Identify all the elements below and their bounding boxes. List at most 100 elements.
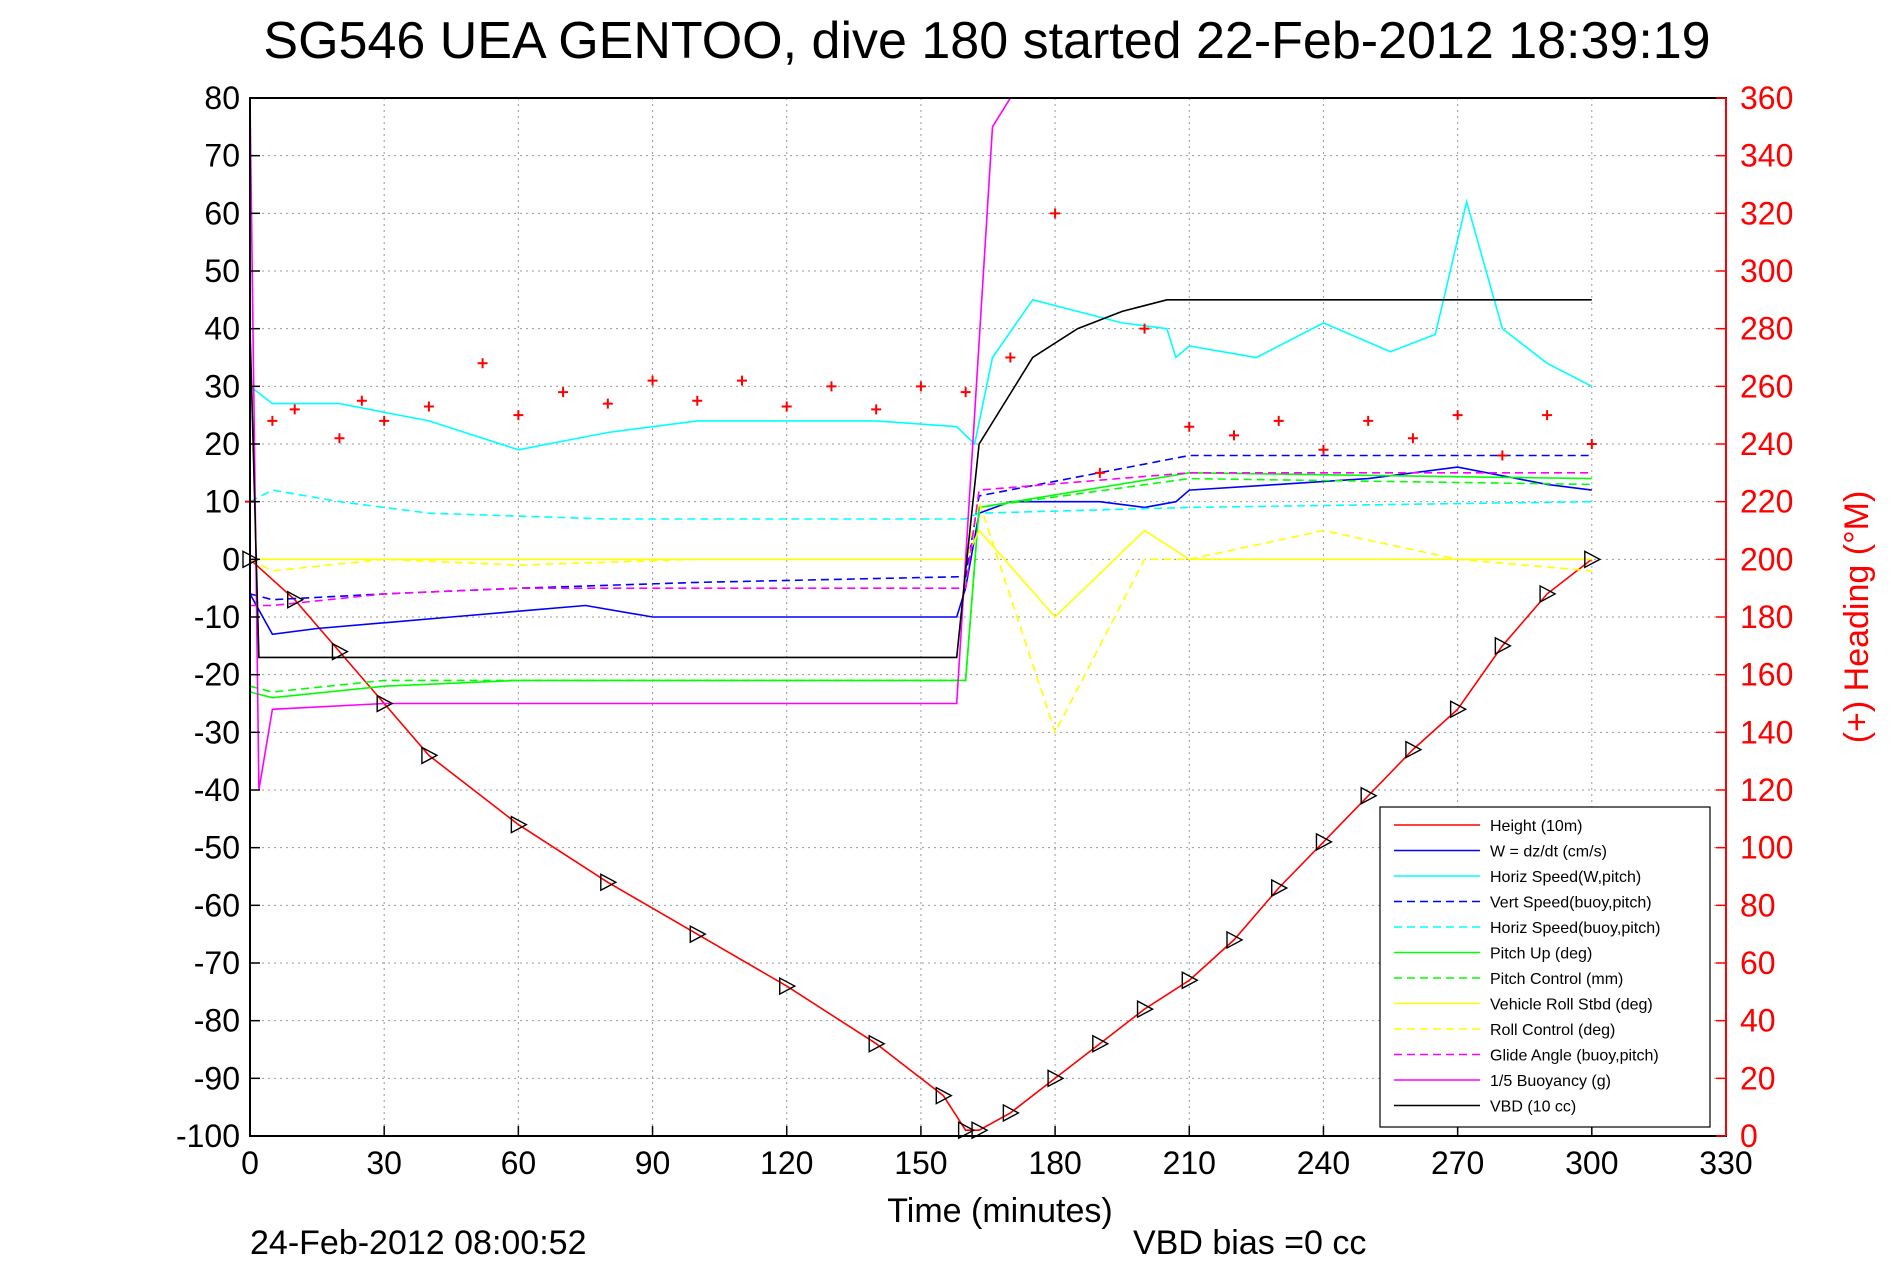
y-right-tick-label: 240 (1740, 426, 1793, 462)
heading-point (826, 381, 837, 392)
series-layer (249, 97, 1593, 1131)
x-tick-label: 120 (760, 1145, 813, 1181)
heading-point (1094, 467, 1105, 478)
x-axis: 0 30 60 90 120 150 180 210 240 270 300 330 (241, 1126, 1753, 1181)
y-tick-label: 70 (204, 138, 240, 174)
x-tick-label: 150 (894, 1145, 947, 1181)
x-tick-label: 90 (635, 1145, 671, 1181)
marker-layer (242, 208, 1602, 1140)
height-marker (689, 925, 707, 944)
y-right-tick-label: 160 (1740, 657, 1793, 693)
legend-label: Horiz Speed(W,pitch) (1490, 869, 1641, 886)
x-tick-label: 180 (1028, 1145, 1081, 1181)
height-marker (868, 1034, 886, 1053)
x-tick-label: 60 (501, 1145, 537, 1181)
x-tick-label: 210 (1163, 1145, 1216, 1181)
heading-point (1139, 323, 1150, 334)
y-right-tick-label: 120 (1740, 772, 1793, 808)
heading-point (289, 404, 300, 415)
x-tick-label: 330 (1699, 1145, 1752, 1181)
height-marker (935, 1086, 953, 1105)
y-tick-label: -10 (194, 599, 240, 635)
height-marker (1136, 999, 1155, 1019)
y-tick-label: -50 (194, 830, 240, 866)
y-tick-label: -70 (194, 945, 240, 981)
y-right-tick-label: 320 (1740, 195, 1793, 231)
footer-vbd-bias: VBD bias =0 cc (1133, 1224, 1366, 1262)
heading-point (334, 433, 345, 444)
height-marker (1494, 636, 1512, 655)
heading-point (1050, 208, 1061, 219)
legend-label: VBD (10 cc) (1490, 1099, 1576, 1116)
vbd-10-cc-line (249, 299, 1592, 659)
y-tick-label: 60 (204, 195, 240, 231)
y-tick-label: 30 (204, 368, 240, 404)
height-marker (1539, 584, 1557, 604)
heading-point (737, 375, 747, 386)
height-marker (510, 815, 528, 834)
height-marker (600, 873, 618, 892)
y-tick-label: 40 (204, 311, 240, 347)
height-10m-line (249, 558, 1593, 1131)
y-tick-label: 20 (204, 426, 240, 462)
y-right-tick-label: 300 (1740, 253, 1793, 289)
y-right-tick-label: 20 (1740, 1060, 1776, 1096)
heading-point (1184, 421, 1195, 432)
x-tick-label: 0 (241, 1145, 259, 1181)
heading-point (871, 404, 882, 415)
legend: Height (10m) W = dz/dt (cm/s) Horiz Speed(… (1379, 806, 1711, 1128)
y-right-tick-label: 0 (1740, 1118, 1758, 1154)
pitch-control-mm-line (249, 477, 1592, 693)
y-right-tick-label: 140 (1740, 714, 1793, 750)
heading-point (423, 401, 434, 412)
x-tick-label: 30 (366, 1145, 402, 1181)
height-marker (779, 976, 797, 996)
x-tick-label: 300 (1565, 1145, 1618, 1181)
y-axis-right-label: (+) Heading (°M) (1838, 491, 1876, 744)
heading-point (1542, 410, 1553, 421)
height-marker (957, 1121, 976, 1140)
heading-point (1407, 433, 1418, 444)
x-tick-label: 270 (1431, 1145, 1484, 1181)
legend-label: Pitch Control (mm) (1490, 971, 1623, 988)
heading-point (267, 415, 278, 426)
y-right-tick-label: 220 (1740, 484, 1793, 520)
height-marker (1315, 832, 1333, 852)
y-tick-label: -30 (194, 714, 240, 750)
heading-point (960, 387, 971, 398)
heading-point (356, 395, 367, 406)
legend-label: Roll Control (deg) (1490, 1022, 1615, 1039)
chart-title: SG546 UEA GENTOO, dive 180 started 22-Fe… (263, 12, 1710, 70)
heading-point (1363, 415, 1374, 426)
y-tick-label: -100 (176, 1118, 240, 1154)
y-axis-right: 3603403203002802602402202001801601401201… (1716, 80, 1793, 1154)
height-marker (971, 1121, 989, 1140)
y-right-tick-label: 280 (1740, 311, 1793, 347)
heading-point (477, 358, 488, 369)
heading-point (781, 401, 792, 412)
y-right-tick-label: 100 (1740, 830, 1793, 866)
height-marker (1360, 786, 1378, 805)
x-tick-label: 240 (1297, 1145, 1350, 1181)
heading-point (915, 381, 926, 392)
y-right-tick-label: 180 (1740, 599, 1793, 635)
heading-point (1318, 444, 1329, 455)
y-tick-label: -60 (194, 887, 240, 923)
legend-label: Vehicle Roll Stbd (deg) (1490, 997, 1653, 1014)
y-tick-label: 0 (222, 541, 240, 577)
heading-point (1229, 430, 1239, 441)
y-tick-label: 50 (204, 253, 240, 289)
y-right-tick-label: 200 (1740, 541, 1793, 577)
legend-label: 1/5 Buoyancy (g) (1490, 1073, 1611, 1090)
height-marker (1405, 740, 1423, 759)
footer-timestamp: 24-Feb-2012 08:00:52 (250, 1224, 586, 1262)
y-right-tick-label: 260 (1740, 368, 1793, 404)
heading-point (602, 398, 613, 409)
heading-point (1497, 450, 1508, 461)
y-right-tick-label: 340 (1740, 138, 1793, 174)
height-marker (421, 746, 439, 765)
1-5-buoyancy-g-line (249, 97, 1012, 791)
y-tick-label: -90 (194, 1060, 240, 1096)
legend-label: Vert Speed(buoy,pitch) (1490, 895, 1652, 912)
